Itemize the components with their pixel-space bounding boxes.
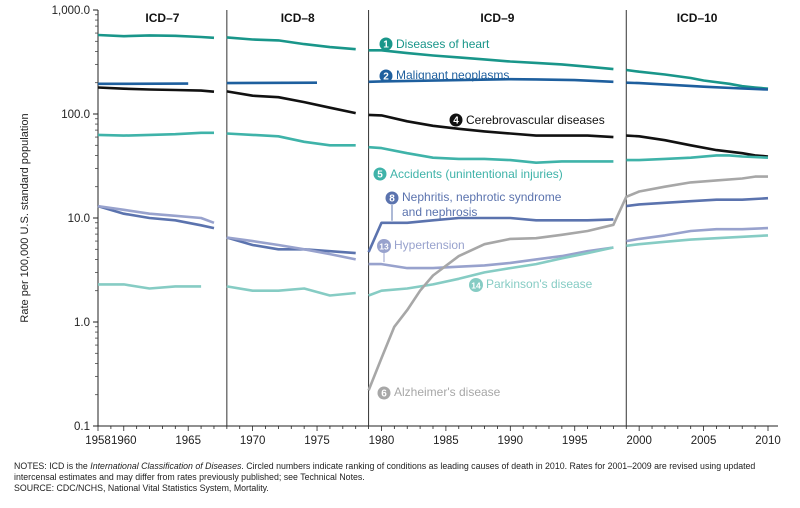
series-name: Parkinson's disease — [486, 277, 593, 291]
x-tick-label: 1985 — [433, 435, 459, 447]
y-tick-label: 0.1 — [74, 421, 90, 433]
rank-number: 6 — [381, 389, 387, 400]
series-line-hypertension — [368, 246, 614, 270]
series-line-stroke — [368, 113, 614, 139]
series-line-cancer — [368, 77, 614, 84]
x-tick-label: 1970 — [240, 435, 266, 447]
x-tick-label: 2010 — [755, 435, 781, 447]
x-tick-label: 1960 — [111, 435, 137, 447]
era-label: ICD–10 — [677, 11, 718, 25]
series-line-hypertension — [97, 204, 215, 225]
series-line-accidents — [226, 132, 356, 147]
notes-text: . Circled numbers indicate ranking of co… — [14, 461, 756, 482]
series-name: Diseases of heart — [396, 37, 490, 51]
series-line-nephritis — [626, 196, 769, 208]
series-line-accidents — [626, 154, 769, 162]
series-line-parkinsons — [226, 285, 356, 297]
series-line-heart — [97, 33, 215, 40]
rank-number: 4 — [453, 116, 459, 127]
rank-badge — [379, 69, 393, 83]
era-label: ICD–7 — [145, 11, 179, 25]
rank-badge — [449, 113, 463, 127]
rank-badge — [469, 278, 483, 292]
series-line-nephritis — [226, 236, 356, 255]
x-tick-label: 1995 — [562, 435, 588, 447]
series-line-parkinsons — [98, 283, 202, 290]
series-label-parkinsons: 14 Parkinson's disease — [469, 277, 593, 292]
series-line-stroke — [226, 90, 356, 115]
x-tick-label: 2005 — [691, 435, 717, 447]
series-line-heart — [226, 36, 356, 51]
series-label-nephritis: 8 Nephritis, nephrotic syndrome and nephro… — [385, 190, 562, 221]
x-tick-label: 1980 — [369, 435, 395, 447]
series-line-stroke — [626, 134, 769, 158]
rank-number: 8 — [389, 194, 395, 205]
era-label: ICD–8 — [281, 11, 315, 25]
rank-number: 1 — [383, 40, 389, 51]
series-label-stroke: 4 Cerebrovascular diseases — [449, 113, 605, 127]
series-line-accidents — [97, 131, 214, 137]
rank-number: 5 — [377, 170, 383, 181]
era-label: ICD–9 — [480, 11, 514, 25]
y-tick-label: 100.0 — [61, 109, 90, 121]
series-label-hypertension: 13 Hypertension — [377, 238, 465, 263]
notes-paragraph: NOTES: ICD is the International Classifi… — [14, 461, 789, 483]
x-tick-label: 1975 — [304, 435, 330, 447]
rank-badge — [377, 239, 391, 253]
rank-number: 13 — [379, 242, 389, 252]
series-line-stroke — [97, 86, 215, 93]
series-name: Malignant neoplasms — [396, 68, 509, 82]
series-line-parkinsons — [368, 246, 614, 297]
chart-svg: 1,000.0 100.0 10.0 1.0 0.1 1958 1960 1965 1970 19… — [19, 5, 781, 447]
notes-source: SOURCE: CDC/NCHS, National Vital Statist… — [14, 483, 269, 493]
series-line-heart — [368, 49, 614, 71]
rank-number: 14 — [471, 281, 481, 291]
series-line-nephritis — [97, 204, 215, 230]
series-name: Nephritis, nephrotic syndrome and nephros… — [402, 190, 562, 219]
series-line-alzheimers — [367, 175, 768, 391]
series-label-heart: 1 Diseases of heart — [379, 37, 490, 51]
y-axis-label: Rate per 100,000 U.S. standard populatio… — [19, 113, 31, 322]
chart-notes: NOTES: ICD is the International Classifi… — [14, 461, 789, 494]
series-label-alzheimers: 6 Alzheimer's disease — [377, 385, 501, 400]
x-tick-label: 1958 — [85, 435, 111, 447]
rank-badge — [377, 386, 391, 400]
series-line-heart — [626, 68, 769, 90]
x-tick-label: 1990 — [498, 435, 524, 447]
y-tick-label: 1.0 — [74, 317, 90, 329]
x-tick-label: 1965 — [175, 435, 201, 447]
series-line-nephritis — [367, 216, 614, 253]
series-line-parkinsons — [626, 234, 769, 248]
rank-badge — [373, 167, 387, 181]
series-label-cancer: 2 Malignant neoplasms — [379, 68, 509, 83]
series-line-hypertension — [226, 236, 356, 261]
notes-prefix: NOTES: ICD is the — [14, 461, 91, 471]
series-name: Alzheimer's disease — [394, 385, 501, 399]
series-name: Accidents (unintentional injuries) — [390, 167, 563, 181]
series-name: Hypertension — [394, 238, 465, 252]
series-line-cancer — [626, 81, 769, 91]
series-line-hypertension — [626, 226, 769, 243]
y-tick-label: 1,000.0 — [52, 5, 90, 17]
series-label-accidents: 5 Accidents (unintentional injuries) — [373, 167, 563, 181]
x-tick-label: 2000 — [626, 435, 652, 447]
rank-badge — [379, 37, 393, 51]
rank-number: 2 — [383, 72, 389, 83]
rank-badge — [385, 191, 399, 205]
notes-icd-name: International Classification of Diseases — [90, 461, 242, 471]
series-name: Cerebrovascular diseases — [466, 113, 605, 127]
series-line-accidents — [368, 145, 614, 164]
y-tick-label: 10.0 — [68, 213, 90, 225]
